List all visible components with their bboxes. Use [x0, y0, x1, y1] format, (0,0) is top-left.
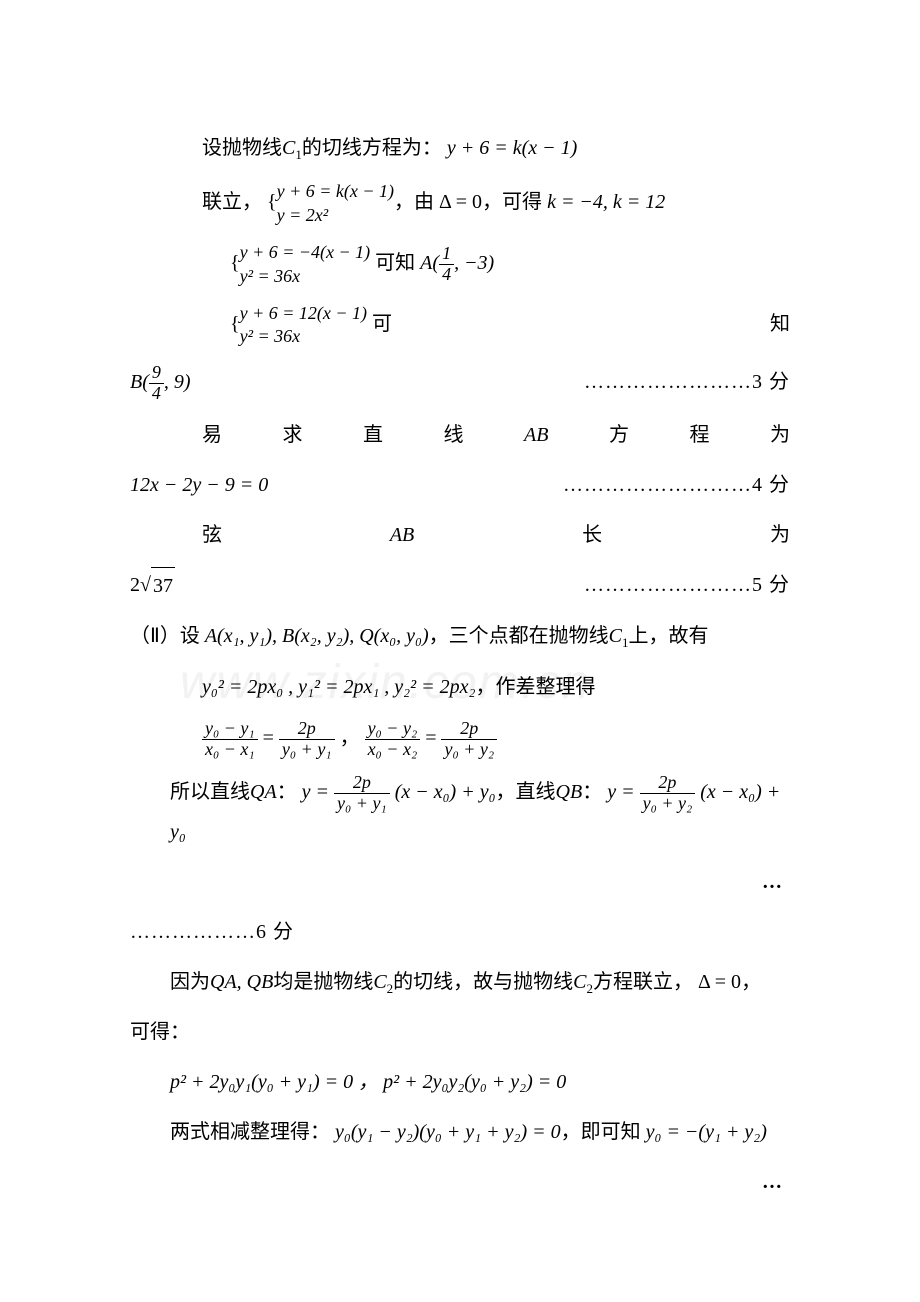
equation: y + 6 = k(x − 1): [447, 137, 577, 159]
line-8: 弦AB长为: [130, 517, 790, 553]
system: y + 6 = k(x − 1) y = 2x²: [277, 180, 394, 227]
text: 两式相减整理得：: [170, 1121, 330, 1143]
text: 联立，: [202, 191, 262, 213]
line-15: 因为QA, QB均是抛物线C2的切线，故与抛物线C2方程联立， Δ = 0，: [130, 964, 790, 1000]
text: 可: [372, 313, 392, 335]
score-mark: ………………6 分: [130, 921, 294, 943]
line-18: 两式相减整理得： y₀(y₁ − y₂)(y₀ + y₁ + y₂) = 0，即…: [130, 1114, 790, 1150]
var-c2: C2: [573, 971, 593, 993]
document-body: 设抛物线C1的切线方程为： y + 6 = k(x − 1) 联立， { y +…: [130, 130, 790, 1200]
text: 的切线方程为：: [302, 137, 442, 159]
points: A(x₁, y₁), B(x₂, y₂), Q(x₀, y₀): [205, 625, 429, 647]
var-qa: QA: [250, 781, 277, 803]
line-5: B(94, 9) ……………………3 分: [130, 363, 790, 404]
system: y + 6 = −4(x − 1) y² = 36x: [240, 241, 371, 288]
text: 可得：: [130, 1021, 190, 1043]
delta: Δ = 0: [439, 191, 482, 213]
fraction: y₀ − y₂x₀ − x₂: [365, 719, 421, 760]
point-a: A(14, −3): [420, 252, 494, 274]
line-3: { y + 6 = −4(x − 1) y² = 36x 可知 A(14, −3…: [130, 241, 790, 288]
line-13: 所以直线QA： y = 2py₀ + y₁ (x − x₀) + y₀，直线QB…: [130, 773, 790, 850]
vars: QA, QB: [210, 971, 273, 993]
fraction: y₀ − y₁x₀ − x₁: [202, 719, 258, 760]
line-2: 联立， { y + 6 = k(x − 1) y = 2x² ，由 Δ = 0，…: [130, 180, 790, 227]
point-b: B(94, 9): [130, 363, 191, 404]
text: 的切线，故与抛物线: [393, 971, 573, 993]
equation: y₀² = 2px₀ , y₁² = 2px₁ , y₂² = 2px₂: [202, 676, 475, 698]
score-mark: ………………………4 分: [563, 467, 790, 503]
line-6: 易求直线AB方程为: [130, 417, 790, 453]
equation: y₀(y₁ − y₂)(y₀ + y₁ + y₂) = 0: [335, 1121, 561, 1143]
fraction: 2py₀ + y₁: [334, 773, 390, 814]
equation: y₀ = −(y₁ + y₂): [646, 1121, 767, 1143]
fraction: 2py₀ + y₂: [640, 773, 696, 814]
var-c1: C1: [282, 137, 302, 159]
delta: Δ = 0: [698, 971, 741, 993]
text: 可知: [375, 252, 415, 274]
text: 知: [770, 306, 790, 342]
equation: 12x − 2y − 9 = 0: [130, 467, 268, 503]
score-mark: ……………………5 分: [584, 567, 790, 603]
line-10: （Ⅱ）设 A(x₁, y₁), B(x₂, y₂), Q(x₀, y₀)，三个点…: [130, 618, 790, 654]
text: 上，故有: [629, 625, 709, 647]
var-qb: QB: [556, 781, 583, 803]
ellipsis-line: …: [130, 864, 790, 900]
line-11: y₀² = 2px₀ , y₁² = 2px₁ , y₂² = 2px₂，作差整…: [130, 669, 790, 705]
text: ，即可知: [561, 1121, 641, 1143]
fraction: 2py₀ + y₂: [441, 719, 497, 760]
text: 设抛物线: [202, 137, 282, 159]
line-12: y₀ − y₁x₀ − x₁ = 2py₀ + y₁ ， y₀ − y₂x₀ −…: [130, 719, 790, 760]
ellipsis-line: …: [130, 1164, 790, 1200]
text: 因为: [170, 971, 210, 993]
equation: p² + 2y₀y₁(y₀ + y₁) = 0 ， p² + 2y₀y₂(y₀ …: [170, 1071, 566, 1093]
line-1: 设抛物线C1的切线方程为： y + 6 = k(x − 1): [130, 130, 790, 166]
fraction: 2py₀ + y₁: [279, 719, 335, 760]
line-17: p² + 2y₀y₁(y₀ + y₁) = 0 ， p² + 2y₀y₂(y₀ …: [130, 1064, 790, 1100]
line-7: 12x − 2y − 9 = 0 ………………………4 分: [130, 467, 790, 503]
score-mark: ……………………3 分: [584, 364, 790, 400]
text: （Ⅱ）设: [130, 625, 200, 647]
line-9: 2√37 ……………………5 分: [130, 567, 790, 604]
line-16: 可得：: [130, 1014, 790, 1050]
var-c2: C2: [373, 971, 393, 993]
text: ，可得: [482, 191, 542, 213]
system: y + 6 = 12(x − 1) y² = 36x: [240, 302, 367, 349]
text: ，作差整理得: [475, 676, 595, 698]
equation: k = −4, k = 12: [547, 191, 665, 213]
line-4: { y + 6 = 12(x − 1) y² = 36x 可 知: [130, 302, 790, 349]
text: 所以直线: [170, 781, 250, 803]
var-c1: C1: [609, 625, 629, 647]
text: ，三个点都在抛物线: [429, 625, 609, 647]
line-14: ………………6 分: [130, 914, 790, 950]
text: ，由: [394, 191, 434, 213]
expression: 2√37: [130, 567, 175, 604]
text: 方程联立，: [593, 971, 693, 993]
text: 均是抛物线: [273, 971, 373, 993]
